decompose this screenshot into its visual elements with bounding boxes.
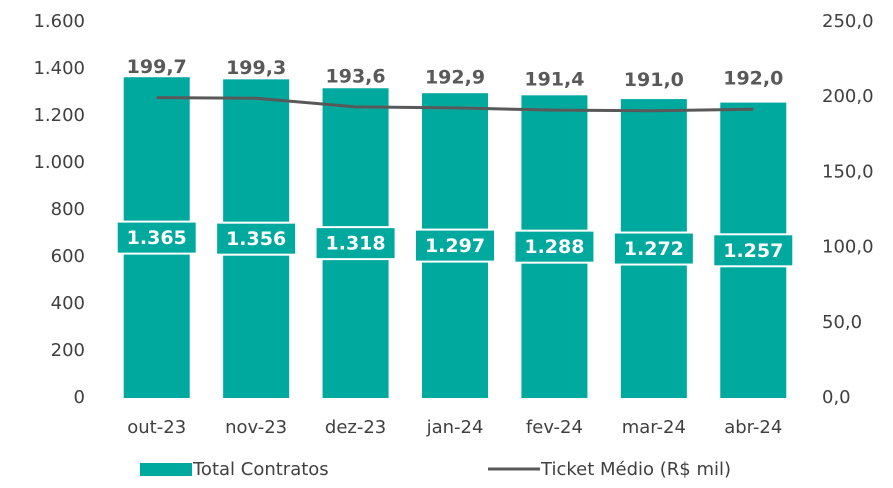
- data-label-box: [513, 229, 596, 264]
- y-tick-label: 0: [74, 387, 85, 408]
- data-label: 1.365: [127, 227, 187, 249]
- data-label: 1.272: [624, 238, 684, 260]
- data-label: 191,0: [624, 69, 684, 91]
- data-label-box: [414, 228, 496, 263]
- data-label-box: [115, 220, 198, 255]
- line: [156, 96, 754, 113]
- y-tick-label: 200: [51, 340, 85, 361]
- y2-tick-label: 200,0: [822, 86, 874, 107]
- y2-tick-label: 100,0: [822, 237, 874, 258]
- y-tick-label: 600: [51, 246, 85, 267]
- data-label-box: [712, 233, 795, 268]
- x-tick-label: abr-24: [724, 417, 782, 438]
- data-label-box: [215, 221, 298, 256]
- y-tick-label: 400: [51, 293, 85, 314]
- data-label: 1.257: [723, 240, 783, 262]
- data-label: 192,9: [425, 66, 485, 88]
- data-label: 1.288: [524, 236, 584, 258]
- data-label-box: [314, 226, 397, 261]
- data-label: 1.297: [425, 235, 485, 257]
- y-tick-label: 1.000: [33, 152, 85, 173]
- x-tick-label: dez-23: [325, 417, 386, 438]
- legend-swatch: [140, 463, 192, 476]
- data-label: 199,3: [226, 57, 286, 79]
- data-label: 1.356: [226, 228, 286, 250]
- x-tick-label: jan-24: [426, 417, 484, 438]
- y-tick-label: 800: [51, 199, 85, 220]
- y2-tick-label: 250,0: [822, 11, 874, 32]
- x-tick-label: out-23: [127, 417, 186, 438]
- y-tick-label: 1.400: [33, 58, 85, 79]
- data-label: 1.318: [326, 233, 386, 255]
- data-label: 191,4: [524, 69, 584, 91]
- x-tick-label: mar-24: [622, 417, 686, 438]
- data-label: 193,6: [326, 65, 386, 87]
- data-label-box: [612, 231, 695, 266]
- y2-tick-label: 150,0: [822, 161, 874, 182]
- data-label: 192,0: [723, 68, 783, 90]
- x-tick-label: nov-23: [225, 417, 287, 438]
- x-tick-label: fev-24: [526, 417, 583, 438]
- y-tick-label: 1.600: [33, 11, 85, 32]
- data-label: 199,7: [127, 56, 187, 78]
- y-tick-label: 1.200: [33, 105, 85, 126]
- y2-tick-label: 0,0: [822, 387, 851, 408]
- y2-tick-label: 50,0: [822, 312, 862, 333]
- legend-label: Total Contratos: [192, 459, 329, 480]
- legend-label: Ticket Médio (R$ mil): [540, 459, 731, 480]
